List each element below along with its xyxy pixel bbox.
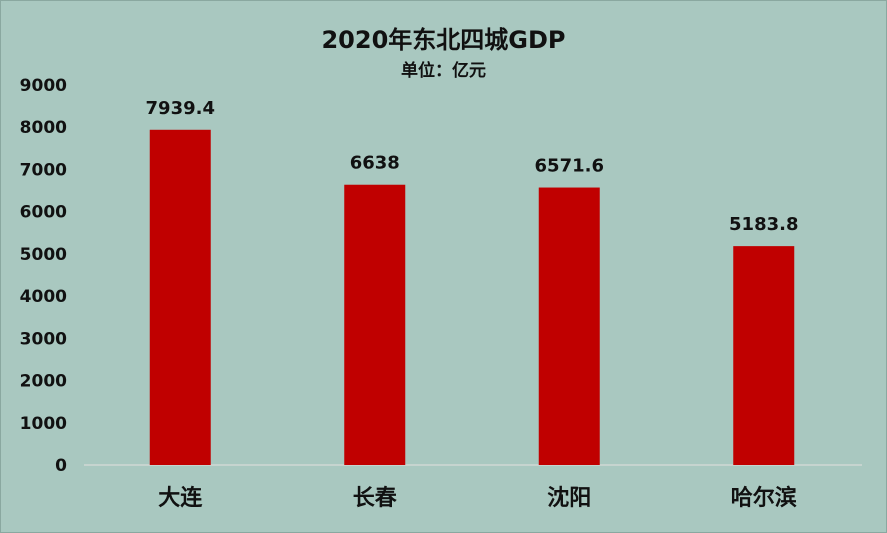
y-tick-label: 7000 [20, 160, 67, 180]
y-tick-label: 9000 [20, 76, 67, 96]
data-labels-group: 7939.4 6638 6571.6 5183.8 [146, 98, 799, 235]
bar [149, 129, 211, 465]
y-tick-label: 8000 [20, 118, 67, 138]
y-tick-label: 5000 [20, 245, 67, 265]
x-tick-label: 大连 [158, 485, 203, 511]
y-tick-label: 4000 [20, 287, 67, 307]
y-axis: 0 1000 2000 3000 4000 5000 6000 7000 8000 9000 [20, 76, 67, 476]
y-tick-label: 0 [55, 456, 67, 476]
x-tick-label: 沈阳 [547, 486, 591, 511]
data-label: 6638 [350, 153, 400, 174]
bar [733, 246, 795, 465]
bar [344, 184, 406, 465]
y-tick-label: 2000 [20, 372, 67, 392]
y-tick-label: 1000 [20, 414, 67, 434]
chart-subtitle: 单位：亿元 [401, 61, 486, 81]
bars-group [149, 129, 795, 465]
data-label: 7939.4 [146, 98, 215, 119]
bar [538, 187, 600, 465]
y-tick-label: 6000 [20, 203, 67, 223]
x-tick-label: 哈尔滨 [731, 485, 797, 511]
y-tick-label: 3000 [20, 329, 67, 349]
x-tick-label: 长春 [353, 486, 397, 511]
x-axis: 大连 长春 沈阳 哈尔滨 [158, 485, 797, 511]
data-label: 5183.8 [729, 214, 798, 235]
chart-title: 2020年东北四城GDP [321, 26, 566, 54]
data-label: 6571.6 [535, 156, 604, 177]
